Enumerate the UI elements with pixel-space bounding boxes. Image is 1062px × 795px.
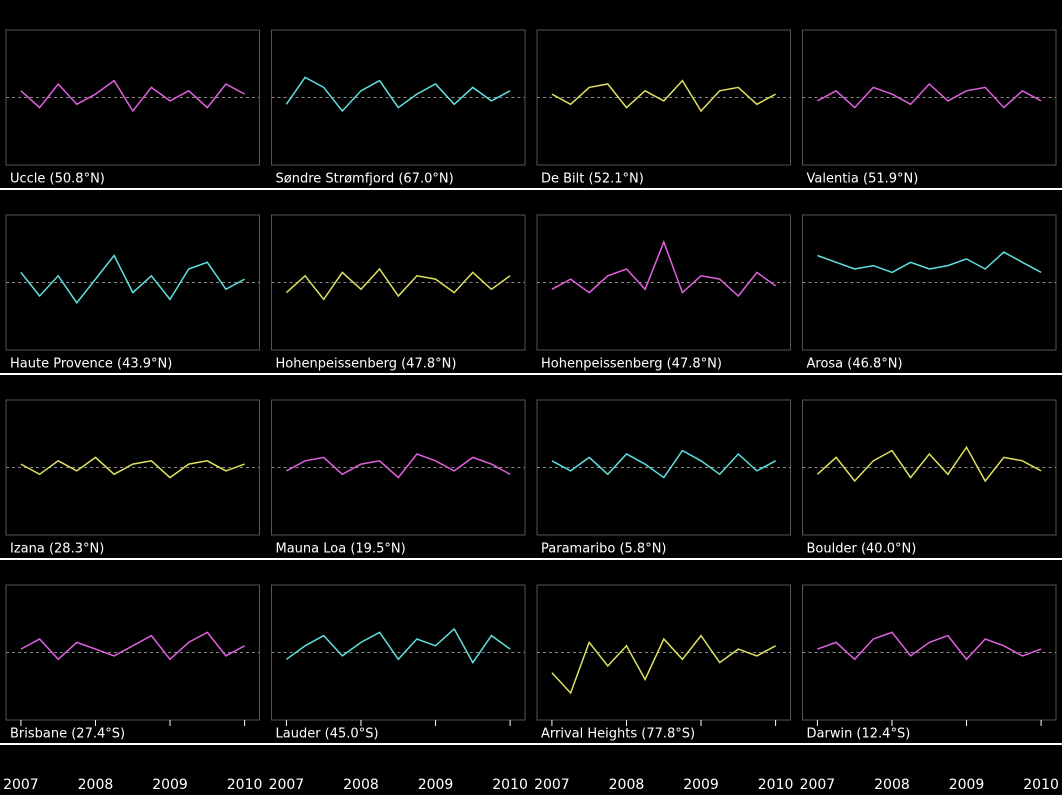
panel-title: Arosa (46.8°N) — [807, 357, 903, 372]
x-tick-label: 2009 — [152, 777, 188, 793]
panel-title: De Bilt (52.1°N) — [541, 172, 644, 187]
x-tick-label: 2010 — [758, 777, 794, 793]
panel-title: Darwin (12.4°S) — [807, 727, 911, 742]
x-tick-label: 2007 — [534, 777, 570, 793]
x-tick-label: 2007 — [269, 777, 305, 793]
data-line — [285, 627, 511, 665]
panel-title: Søndre Strømfjord (67.0°N) — [276, 172, 454, 187]
x-tick-label: 2010 — [492, 777, 528, 793]
panel-title: Lauder (45.0°S) — [276, 727, 379, 742]
x-tick-label: 2007 — [3, 777, 39, 793]
x-tick-label: 2008 — [343, 777, 379, 793]
x-tick-label: 2009 — [683, 777, 719, 793]
x-tick-label: 2009 — [949, 777, 985, 793]
data-line — [285, 76, 511, 113]
panel-title: Izana (28.3°N) — [10, 542, 104, 557]
data-line — [816, 445, 1042, 483]
panel-title: Boulder (40.0°N) — [807, 542, 917, 557]
panel-title: Mauna Loa (19.5°N) — [276, 542, 406, 557]
data-line — [817, 251, 1042, 274]
panel-title: Arrival Heights (77.8°S) — [541, 727, 695, 742]
x-tick-label: 2008 — [609, 777, 645, 793]
panel-title: Valentia (51.9°N) — [807, 172, 919, 187]
data-line — [20, 79, 245, 113]
x-tick-label: 2008 — [78, 777, 114, 793]
data-line — [285, 267, 511, 301]
panel-title: Haute Provence (43.9°N) — [10, 357, 172, 372]
panel-title: Paramaribo (5.8°N) — [541, 542, 667, 557]
data-line — [551, 239, 777, 298]
x-tick-label: 2008 — [874, 777, 910, 793]
panel-title: Uccle (50.8°N) — [10, 172, 105, 187]
data-line — [286, 453, 511, 479]
data-line — [817, 631, 1042, 661]
data-line — [551, 79, 776, 113]
x-tick-label: 2010 — [227, 777, 263, 793]
panel-title: Hohenpeissenberg (47.8°N) — [541, 357, 722, 372]
x-tick-label: 2009 — [418, 777, 454, 793]
data-line — [20, 456, 245, 479]
panel-title: Brisbane (27.4°S) — [10, 727, 125, 742]
data-line — [817, 82, 1042, 109]
data-line — [551, 449, 776, 479]
data-line — [551, 634, 776, 695]
data-line — [20, 631, 245, 661]
data-line — [20, 254, 245, 305]
x-tick-label: 2007 — [800, 777, 836, 793]
x-tick-label: 2010 — [1023, 777, 1059, 793]
panel-title: Hohenpeissenberg (47.8°N) — [276, 357, 457, 372]
